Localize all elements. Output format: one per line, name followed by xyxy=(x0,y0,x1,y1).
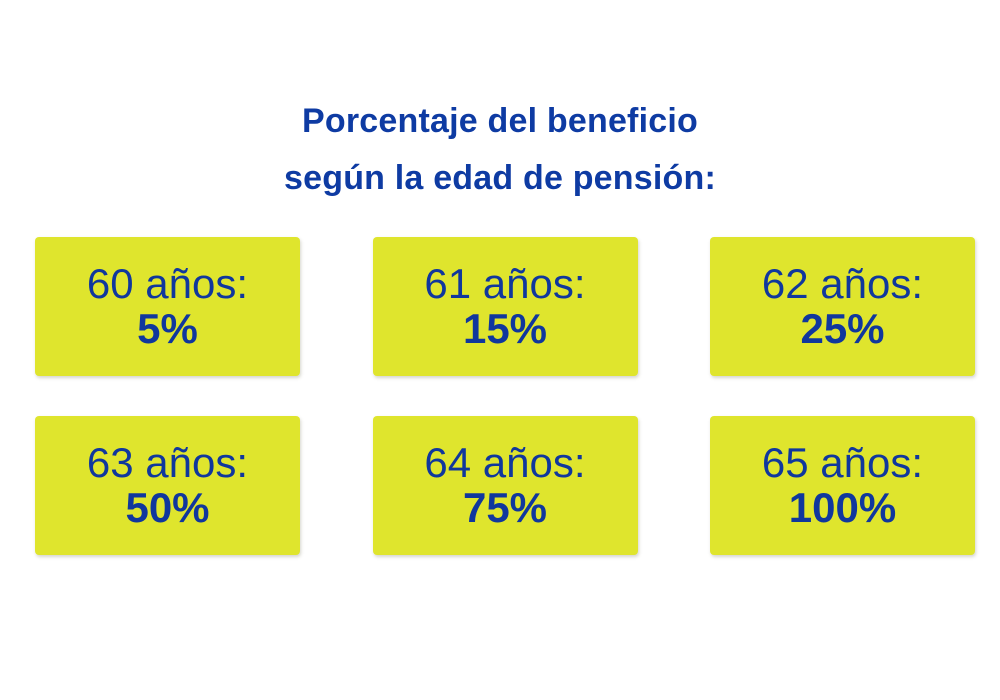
card-age-label: 63 años: xyxy=(86,438,249,486)
card-percent-value: 100% xyxy=(788,483,897,531)
benefit-cards-grid: 60 años: 5% 61 años: 15% 62 años: 25% 63… xyxy=(35,237,975,555)
card-percent-value: 5% xyxy=(137,304,198,352)
benefit-card-63: 63 años: 50% xyxy=(35,416,300,555)
benefit-card-62: 62 años: 25% xyxy=(710,237,975,376)
benefit-card-61: 61 años: 15% xyxy=(372,237,638,376)
card-percent-value: 25% xyxy=(800,304,885,352)
card-percent-value: 75% xyxy=(462,483,548,531)
card-percent-value: 15% xyxy=(462,304,548,352)
card-age-label: 65 años: xyxy=(761,438,924,486)
title-line-1: Porcentaje del beneficio xyxy=(302,101,698,140)
card-age-label: 60 años: xyxy=(86,259,249,307)
benefit-card-65: 65 años: 100% xyxy=(710,416,975,555)
title-line-2: según la edad de pensión: xyxy=(284,158,716,197)
card-age-label: 62 años: xyxy=(761,259,924,307)
card-age-label: 64 años: xyxy=(424,438,586,486)
card-age-label: 61 años: xyxy=(424,259,586,307)
page-title: Porcentaje del beneficio según la edad d… xyxy=(0,93,1000,207)
benefit-card-64: 64 años: 75% xyxy=(372,416,638,555)
card-percent-value: 50% xyxy=(125,483,210,531)
benefit-card-60: 60 años: 5% xyxy=(35,237,300,376)
